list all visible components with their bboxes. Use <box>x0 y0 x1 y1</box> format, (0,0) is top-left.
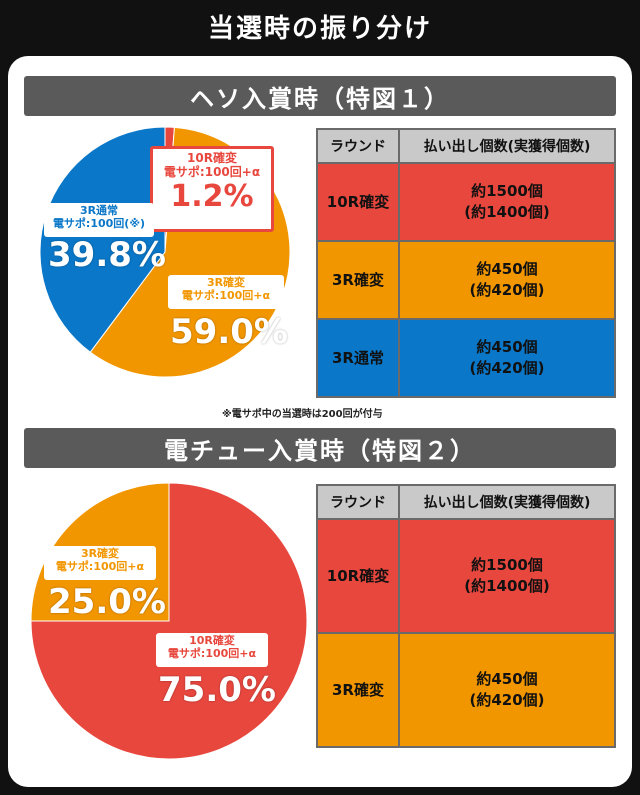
col-header-payout: 払い出し個数(実獲得個数) <box>398 484 616 520</box>
cell-payout: 約450個 (約420個) <box>398 632 616 748</box>
callout-denchu-3r-kakuhen: 3R確変 電サポ:100回+α <box>44 546 156 580</box>
table-row: 10R確変 約1500個 (約1400個) <box>316 162 616 242</box>
cell-round: 3R確変 <box>316 240 400 320</box>
payout-table-heso: ラウンド 払い出し個数(実獲得個数) 10R確変 約1500個 (約1400個)… <box>316 128 616 398</box>
page-title: 当選時の振り分け <box>207 13 432 44</box>
pct-heso-3r-kakuhen: 59.0% <box>170 312 288 352</box>
cell-payout: 約450個 (約420個) <box>398 240 616 320</box>
section1-header: ヘソ入賞時（特図１） <box>24 76 616 116</box>
callout-heso-10r-kakuhen: 10R確変 電サポ:100回+α 1.2% <box>150 146 274 232</box>
pct-denchu-3r-kakuhen: 25.0% <box>48 582 166 622</box>
callout-denchu-10r-kakuhen: 10R確変 電サポ:100回+α <box>156 633 268 667</box>
callout-label: 10R確変 電サポ:100回+α <box>163 151 261 179</box>
col-header-round: ラウンド <box>316 128 400 164</box>
callout-pct: 1.2% <box>170 178 254 214</box>
table-row: 10R確変 約1500個 (約1400個) <box>316 518 616 634</box>
callout-label: 3R確変 電サポ:100回+α <box>55 547 145 573</box>
table-row: 3R確変 約450個 (約420個) <box>316 632 616 748</box>
footnote: ※電サポ中の当選時は200回が付与 <box>222 409 383 420</box>
section2-header: 電チュー入賞時（特図２） <box>24 428 616 468</box>
cell-round: 3R確変 <box>316 632 400 748</box>
table-row: 3R通常 約450個 (約420個) <box>316 318 616 398</box>
cell-round: 3R通常 <box>316 318 400 398</box>
callout-label: 3R通常 電サポ:100回(※) <box>52 204 146 230</box>
table-row: 3R確変 約450個 (約420個) <box>316 240 616 320</box>
cell-payout: 約450個 (約420個) <box>398 318 616 398</box>
payout-table-denchu: ラウンド 払い出し個数(実獲得個数) 10R確変 約1500個 (約1400個)… <box>316 484 616 748</box>
pct-denchu-10r-kakuhen: 75.0% <box>158 670 276 710</box>
callout-label: 10R確変 電サポ:100回+α <box>167 634 257 660</box>
cell-round: 10R確変 <box>316 162 400 242</box>
callout-label: 3R確変 電サポ:100回+α <box>181 276 271 302</box>
pct-heso-3r-tsujo: 39.8% <box>48 235 166 275</box>
col-header-round: ラウンド <box>316 484 400 520</box>
col-header-payout: 払い出し個数(実獲得個数) <box>398 128 616 164</box>
cell-payout: 約1500個 (約1400個) <box>398 162 616 242</box>
callout-heso-3r-kakuhen: 3R確変 電サポ:100回+α <box>168 275 284 309</box>
callout-heso-3r-tsujo: 3R通常 電サポ:100回(※) <box>44 203 154 237</box>
cell-round: 10R確変 <box>316 518 400 634</box>
pie-slice-10R確変 <box>30 482 308 760</box>
cell-payout: 約1500個 (約1400個) <box>398 518 616 634</box>
